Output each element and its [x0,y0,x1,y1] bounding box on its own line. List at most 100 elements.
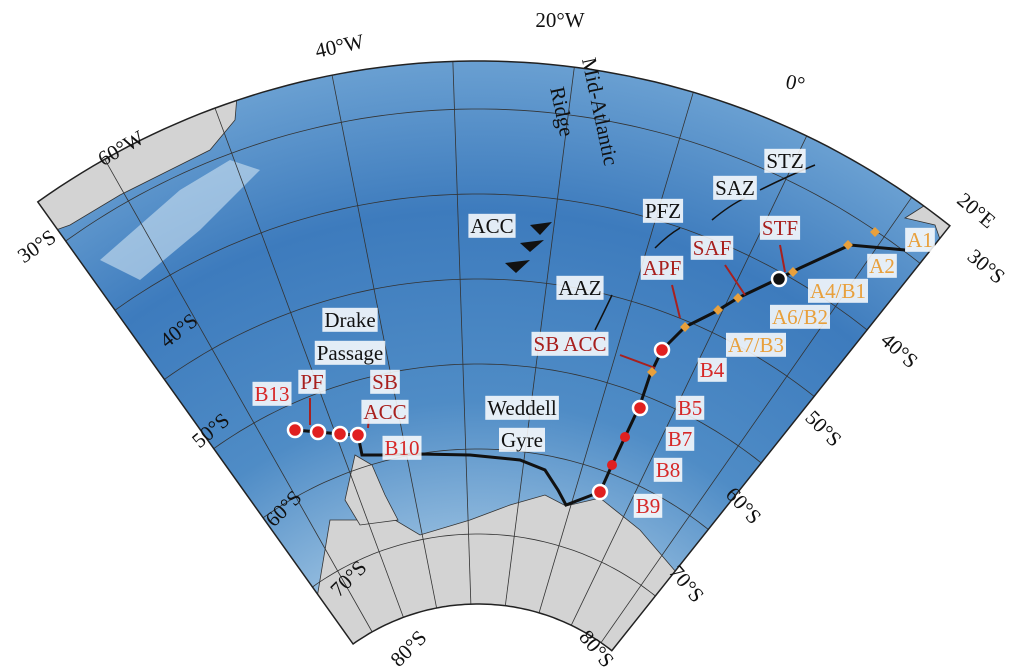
label-box [252,381,292,406]
station-label: B10 [384,436,419,460]
label-box [298,369,326,394]
feature-label: ACC [470,214,513,238]
meridian [538,92,694,613]
parallel [114,193,868,331]
station-marker [788,267,798,277]
zone-lines [594,164,816,331]
label-box [905,227,935,252]
label-box [499,427,545,452]
label-box [725,332,787,357]
station-label: B8 [656,458,681,482]
station-marker [631,399,649,417]
parallel [262,448,709,530]
label-box [382,435,422,460]
label-box [759,215,801,240]
zone-label: PFZ [645,199,681,223]
station-marker [286,421,304,439]
feature-label: Gyre [501,428,543,452]
map-frame [36,60,951,652]
station-marker [349,426,367,444]
station-label: B7 [668,427,693,451]
station-label: A7/B3 [728,333,784,357]
front-label: ACC [363,400,406,424]
station-label: B13 [254,382,289,406]
label-box [361,399,409,424]
station-markers [286,227,880,501]
feature-label: Drake [324,308,375,332]
parallel [312,533,656,597]
label-box [764,148,806,173]
station-label: A4/B1 [810,279,866,303]
parallel [65,108,921,264]
latitude-label: 40°S [876,328,923,373]
front-label: STF [762,216,798,240]
longitude-label: 20°W [535,8,584,32]
parallel [164,278,815,397]
station-marker [309,423,327,441]
station-label: A6/B2 [772,305,828,329]
meridian [214,107,404,618]
station-marker [653,341,671,359]
latitude-label: 30°S [963,244,1010,289]
front-label: SB [372,370,398,394]
station-marker [733,293,743,303]
label-box [690,235,734,260]
longitude-label: 40°W [313,29,366,63]
station-marker [647,367,657,377]
label-box [653,457,683,482]
label-box [769,304,831,329]
front-label: SB ACC [534,332,607,356]
station-marker [843,240,853,250]
label-box [697,357,727,382]
station-marker [591,483,609,501]
station-marker [680,322,690,332]
africa [903,149,950,301]
latitude-label: 80°S [385,625,431,667]
feature-label: Passage [317,341,384,365]
label-box [642,198,684,223]
meridian [452,61,472,605]
shelf [100,160,260,280]
label-box [807,278,869,303]
latitude-label: 50°S [801,405,847,451]
station-label: A1 [907,228,933,252]
zone-label: SAZ [715,176,755,200]
station-marker [331,425,349,443]
label-box [468,213,516,238]
meridian [104,159,373,633]
front-label: PF [300,370,323,394]
station-label: B5 [678,396,703,420]
longitude-label: 0° [784,69,807,96]
meridian [600,197,913,643]
label-box [665,426,695,451]
station-marker [620,432,630,442]
station-label: B9 [636,494,661,518]
label-box [370,369,400,394]
label-box [314,340,386,365]
label-box [531,331,609,356]
feature-label: Weddell [487,396,557,420]
label-box [640,255,684,280]
front-label: APF [643,256,682,280]
front-label: SAF [693,236,732,260]
antarctic-peninsula [344,454,399,526]
latitude-label: 30°S [13,225,60,268]
label-box [556,275,604,300]
label-box [633,493,663,518]
label-box [485,395,559,420]
label-box [867,253,897,278]
station-label: A2 [869,254,895,278]
acc-arrows [505,222,552,273]
label-box [713,175,757,200]
station-marker [870,227,880,237]
longitude-label: 20°E [953,188,1001,234]
zone-label: AAZ [558,276,601,300]
station-marker [607,460,617,470]
station-label: B4 [700,358,725,382]
label-box [675,395,705,420]
label-box [322,307,378,332]
station-marker [713,305,723,315]
zone-label: STZ [766,149,803,173]
